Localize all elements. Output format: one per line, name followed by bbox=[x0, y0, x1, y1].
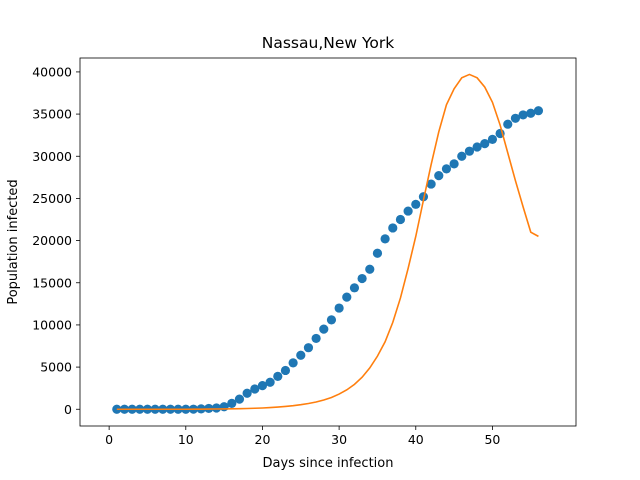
data-point bbox=[395, 214, 406, 225]
data-point bbox=[342, 292, 352, 302]
data-point bbox=[319, 324, 329, 334]
data-point bbox=[518, 110, 528, 120]
data-point bbox=[265, 377, 275, 387]
series-line-1 bbox=[116, 73, 539, 411]
x-tick-label: 20 bbox=[255, 432, 271, 447]
x-tick-label: 0 bbox=[105, 432, 113, 447]
data-point bbox=[434, 171, 444, 181]
data-point bbox=[403, 206, 413, 216]
axes: 0 10 20 30 40 50 0 5000 10000 15000 20000 25000 3000… bbox=[32, 57, 577, 447]
data-point bbox=[288, 358, 298, 368]
y-tick-label: 40000 bbox=[32, 64, 72, 79]
y-tick-label: 35000 bbox=[32, 107, 72, 122]
data-point bbox=[380, 234, 390, 244]
data-point bbox=[250, 384, 260, 394]
data-point bbox=[257, 381, 268, 391]
x-tick-label: 50 bbox=[484, 432, 500, 447]
x-tick-label: 10 bbox=[178, 432, 194, 447]
y-tick-label: 25000 bbox=[32, 191, 72, 206]
y-axis-label: Population infected bbox=[6, 179, 21, 304]
data-point bbox=[227, 398, 237, 408]
data-point bbox=[480, 139, 490, 149]
data-point bbox=[503, 119, 513, 129]
data-point bbox=[280, 365, 291, 376]
y-tick-label: 10000 bbox=[32, 317, 72, 332]
y-tick-label: 15000 bbox=[32, 275, 72, 290]
plot-area bbox=[112, 73, 544, 414]
data-point bbox=[357, 273, 367, 284]
data-point bbox=[296, 350, 306, 360]
y-tick-label: 5000 bbox=[40, 360, 72, 375]
data-point bbox=[372, 248, 383, 258]
data-point bbox=[242, 388, 252, 398]
x-tick-label: 40 bbox=[408, 432, 424, 447]
x-axis-label: Days since infection bbox=[263, 456, 394, 471]
y-tick-label: 20000 bbox=[32, 233, 72, 248]
data-point bbox=[449, 159, 459, 169]
data-point bbox=[365, 264, 375, 274]
data-point bbox=[533, 106, 544, 116]
data-point bbox=[303, 343, 314, 353]
chart-title: Nassau,New York bbox=[262, 34, 394, 52]
y-tick-label: 30000 bbox=[32, 149, 72, 164]
x-tick-label: 30 bbox=[331, 432, 347, 447]
data-point bbox=[510, 113, 521, 123]
data-point bbox=[349, 283, 360, 293]
data-point bbox=[426, 179, 436, 189]
plot-frame bbox=[79, 57, 577, 427]
data-point bbox=[311, 333, 321, 344]
data-point bbox=[472, 142, 482, 152]
data-point bbox=[441, 164, 452, 174]
data-point bbox=[526, 108, 536, 118]
data-point bbox=[234, 394, 245, 404]
data-point bbox=[487, 134, 498, 144]
data-point bbox=[326, 315, 337, 325]
data-point bbox=[464, 146, 475, 156]
series-points-0 bbox=[112, 106, 544, 414]
data-point bbox=[334, 303, 344, 313]
data-point bbox=[411, 199, 421, 209]
data-point bbox=[211, 403, 222, 413]
data-point bbox=[388, 223, 398, 233]
data-point bbox=[273, 371, 283, 381]
y-tick-label: 0 bbox=[64, 402, 72, 417]
data-point bbox=[457, 151, 467, 161]
